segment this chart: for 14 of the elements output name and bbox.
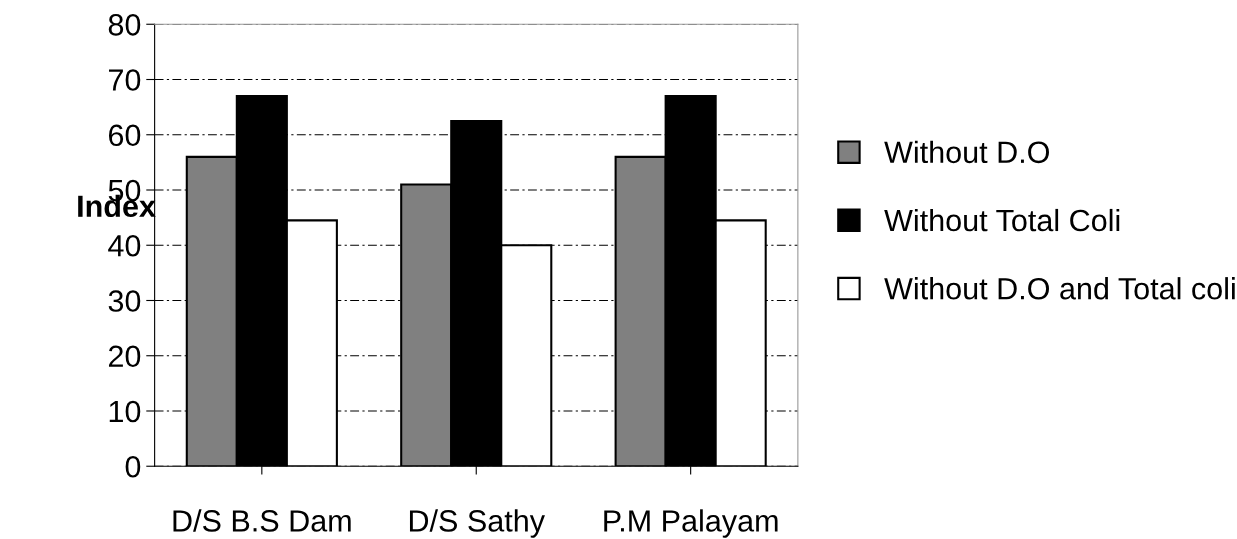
- legend-label: Without D.O and Total coli: [884, 277, 1235, 300]
- x-tick-label: D/S Sathy: [409, 509, 545, 538]
- y-tick-label: 80: [108, 13, 141, 36]
- y-tick-label: 40: [108, 234, 141, 257]
- y-tick-label: 30: [108, 290, 141, 312]
- y-tick-label: 20: [108, 345, 141, 368]
- legend-label: Without D.O: [884, 140, 1049, 164]
- y-tick-label: 70: [109, 69, 141, 91]
- y-tick-label: 60: [109, 124, 141, 147]
- legend-label: Without Total Coli: [884, 208, 1120, 232]
- y-tick-label: 10: [109, 400, 141, 423]
- y-tick-label: 0: [125, 455, 141, 478]
- x-tick-label: P.M Palayam: [604, 509, 778, 538]
- x-tick-label: D/S B.S Dam: [173, 509, 351, 532]
